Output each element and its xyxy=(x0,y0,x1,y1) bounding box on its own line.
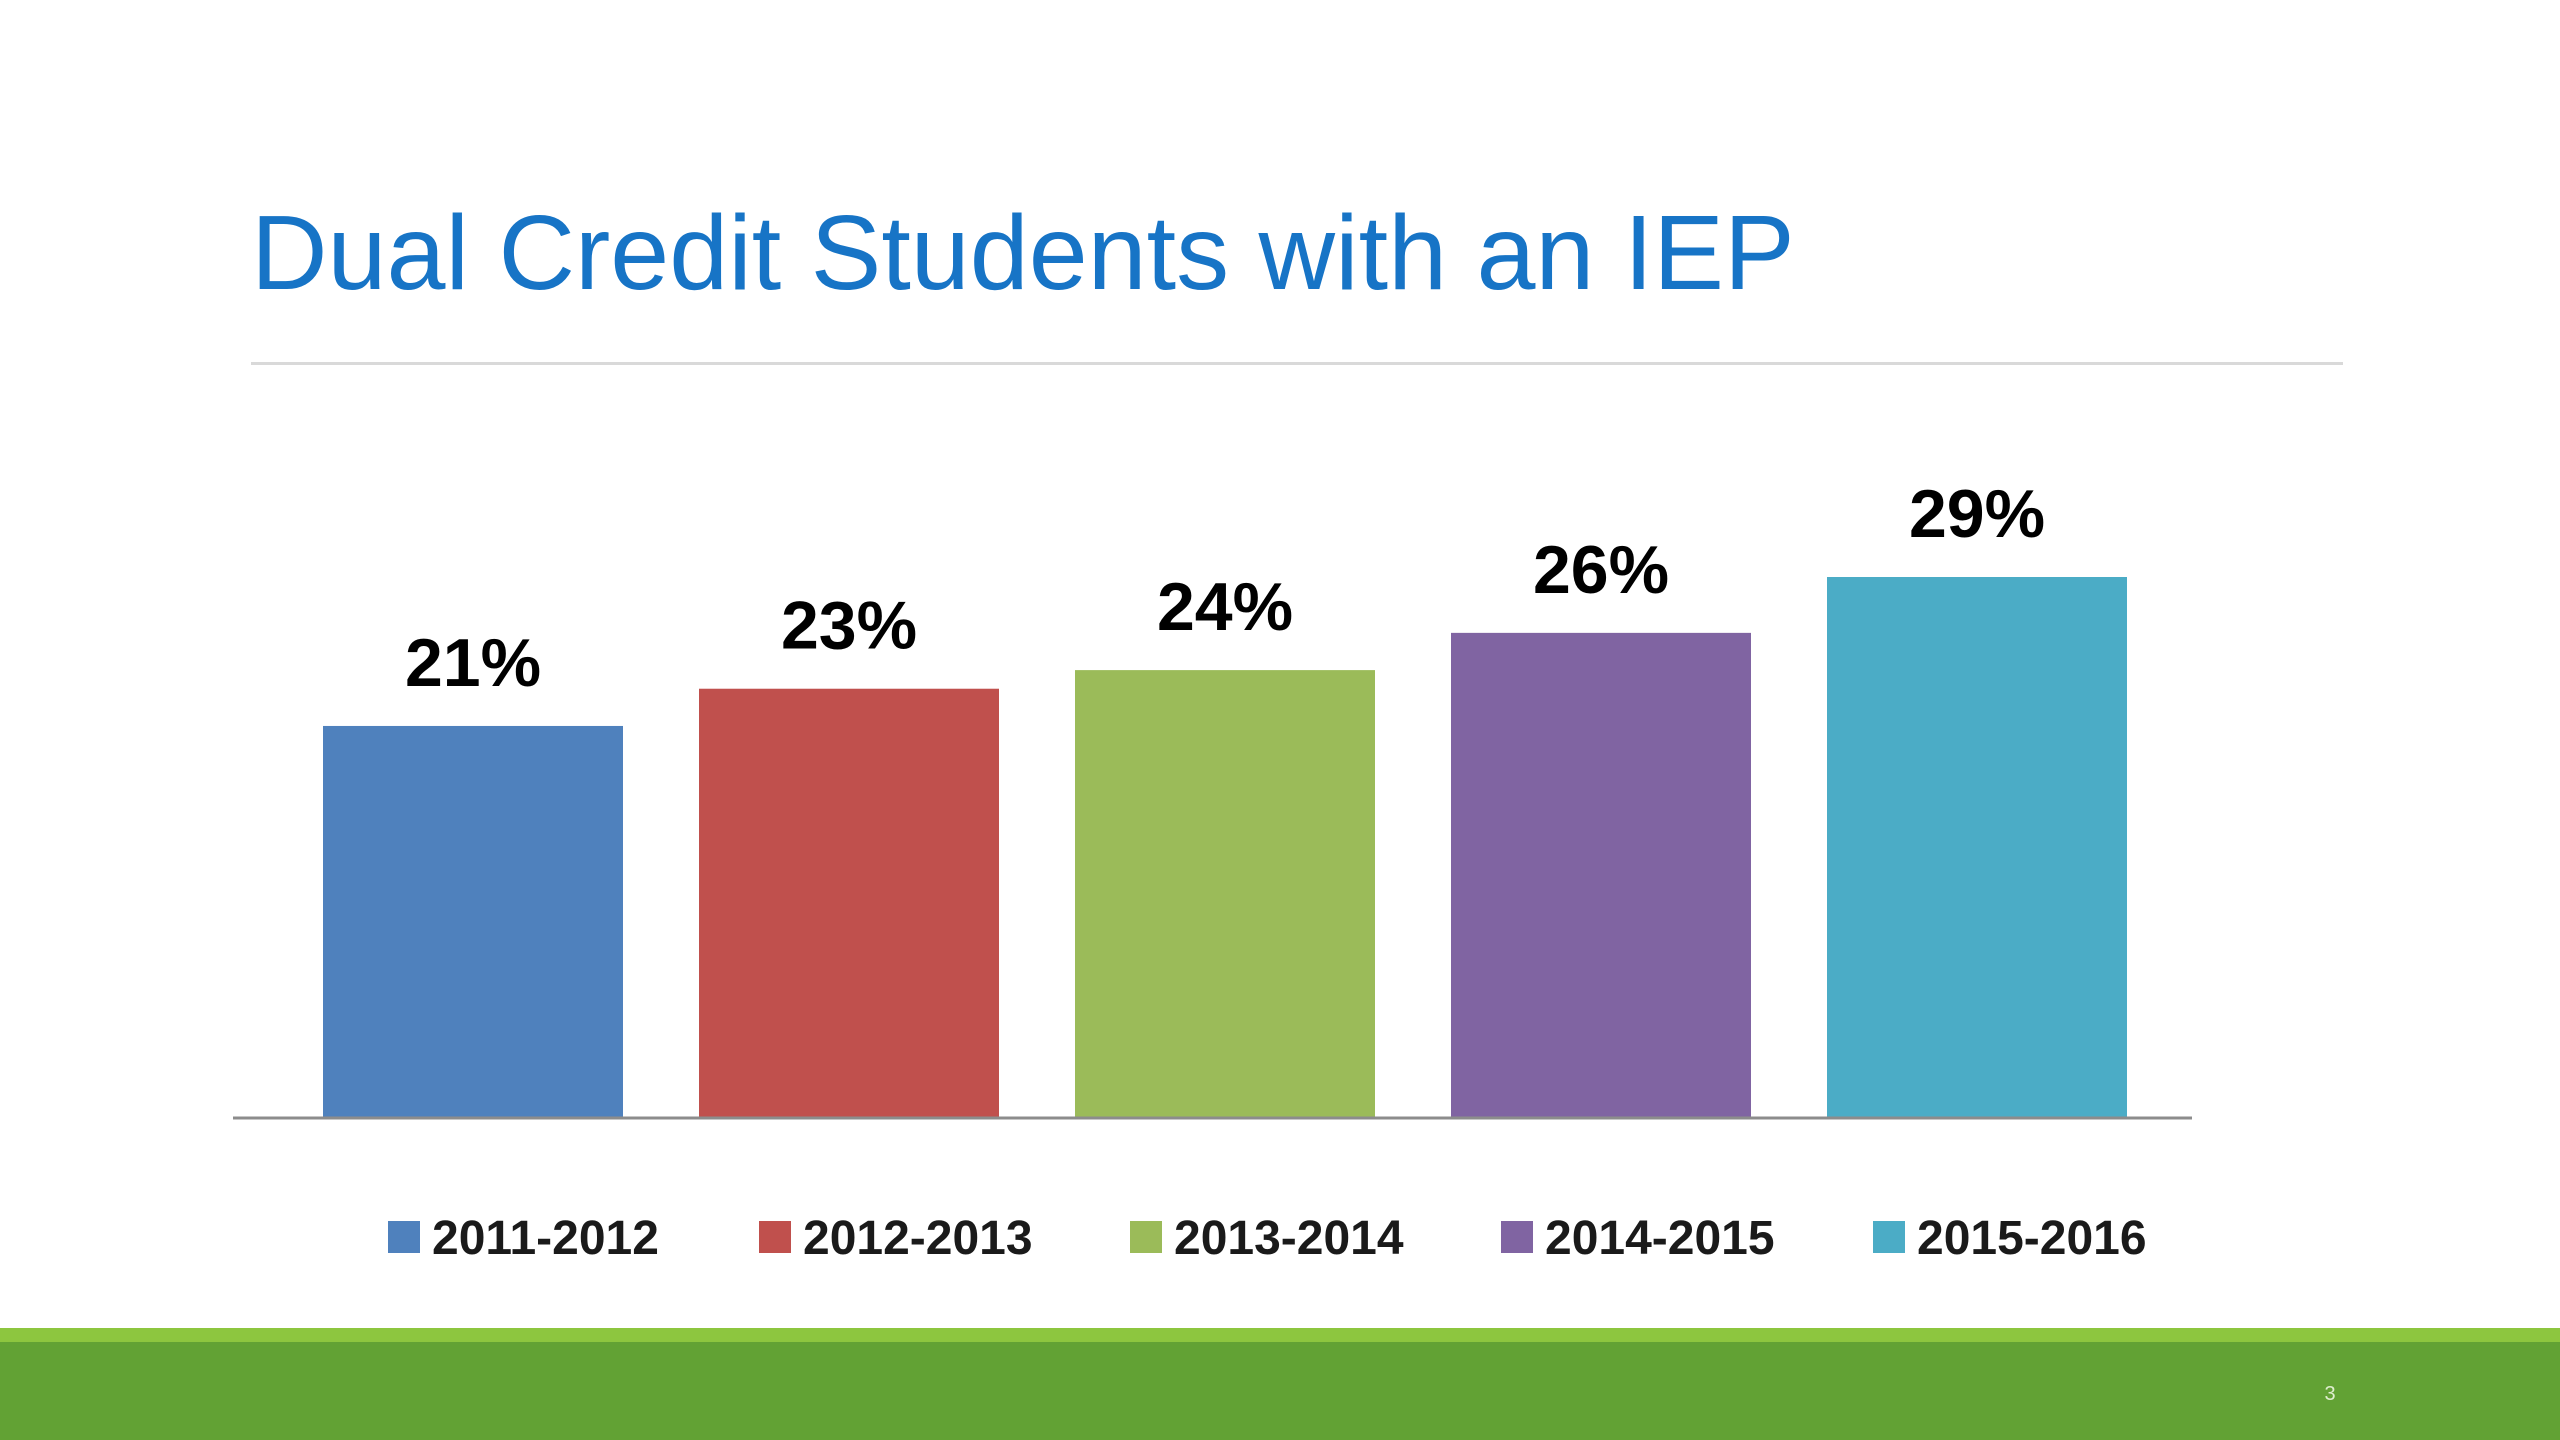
legend-swatch xyxy=(1873,1221,1905,1253)
data-label: 26% xyxy=(1533,532,1669,608)
slide-title: Dual Credit Students with an IEP xyxy=(251,194,1795,312)
legend-swatch xyxy=(388,1221,420,1253)
footer-accent-stripe xyxy=(0,1328,2560,1342)
data-label: 24% xyxy=(1157,569,1293,645)
legend-label: 2012-2013 xyxy=(803,1212,1033,1265)
legend-label: 2015-2016 xyxy=(1917,1212,2147,1265)
bar-2015-2016 xyxy=(1827,577,2127,1117)
bar-chart: 21% 23% 24% 26% 29% 2011-2012 2012-2013 2013-2… xyxy=(233,476,2192,1265)
legend-label: 2014-2015 xyxy=(1545,1212,1775,1265)
bar-2013-2014 xyxy=(1075,670,1375,1117)
page-number: 3 xyxy=(2324,1383,2336,1405)
footer-bar xyxy=(0,1342,2560,1440)
bar-2014-2015 xyxy=(1451,632,1751,1117)
bar-2011-2012 xyxy=(323,725,623,1117)
legend-swatch xyxy=(1130,1221,1162,1253)
chart-legend: 2011-2012 2012-2013 2013-2014 2014-2015 2015… xyxy=(388,1212,2147,1265)
title-divider xyxy=(251,362,2343,365)
data-label: 29% xyxy=(1909,476,2045,552)
legend-label: 2013-2014 xyxy=(1174,1212,1404,1265)
bar-2012-2013 xyxy=(699,688,999,1117)
legend-swatch xyxy=(759,1221,791,1253)
legend-swatch xyxy=(1501,1221,1533,1253)
data-label: 21% xyxy=(405,625,541,701)
legend-label: 2011-2012 xyxy=(432,1212,659,1265)
data-label-group: 21% 23% 24% 26% 29% xyxy=(405,476,2045,701)
data-label: 23% xyxy=(781,588,917,664)
bar-group xyxy=(323,577,2127,1117)
